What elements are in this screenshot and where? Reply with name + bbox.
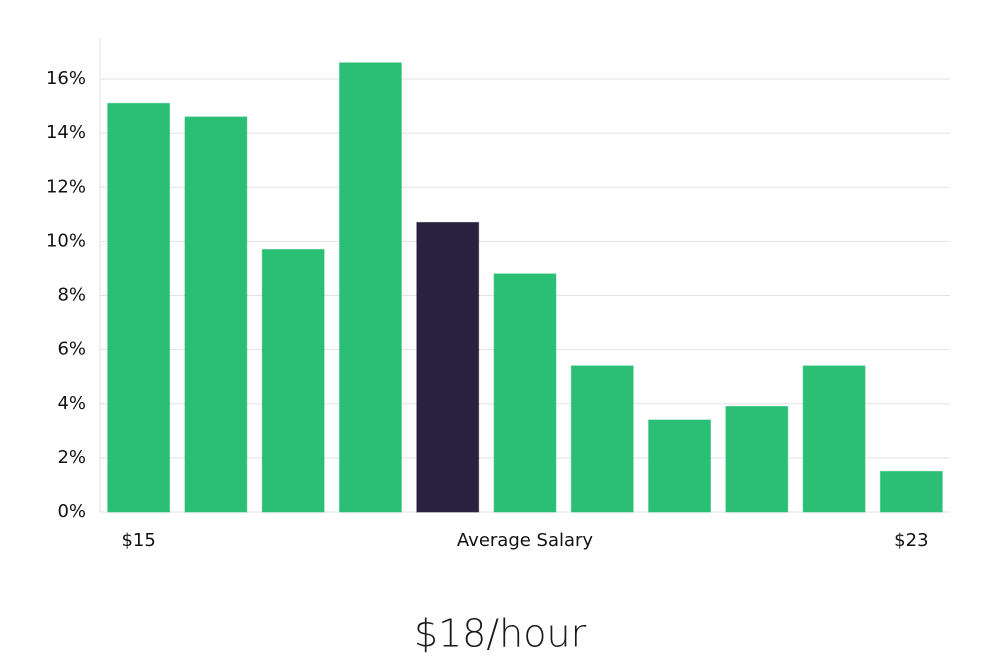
x-tick-label: $15 <box>121 530 155 551</box>
average-pay: $18/hour <box>414 612 587 656</box>
bar <box>493 273 557 513</box>
y-tick-label: 2% <box>57 447 86 468</box>
y-tick-label: 10% <box>46 230 86 251</box>
x-axis-label: Average Salary <box>457 530 594 551</box>
bar <box>879 470 943 513</box>
y-tick-label: 8% <box>57 285 86 306</box>
y-tick-label: 0% <box>57 501 86 522</box>
y-tick-label: 12% <box>46 176 86 197</box>
bar <box>725 405 789 513</box>
bar <box>648 419 711 513</box>
y-tick-label: 6% <box>57 339 86 360</box>
bar <box>570 365 634 513</box>
bar <box>416 221 480 513</box>
y-tick-label: 14% <box>46 122 86 143</box>
bar <box>184 116 248 513</box>
y-tick-label: 16% <box>46 68 86 89</box>
bar <box>339 62 402 513</box>
bar <box>107 102 171 513</box>
bar <box>802 365 866 513</box>
y-tick-label: 4% <box>57 393 86 414</box>
bar <box>261 249 325 513</box>
x-tick-label: $23 <box>894 530 928 551</box>
